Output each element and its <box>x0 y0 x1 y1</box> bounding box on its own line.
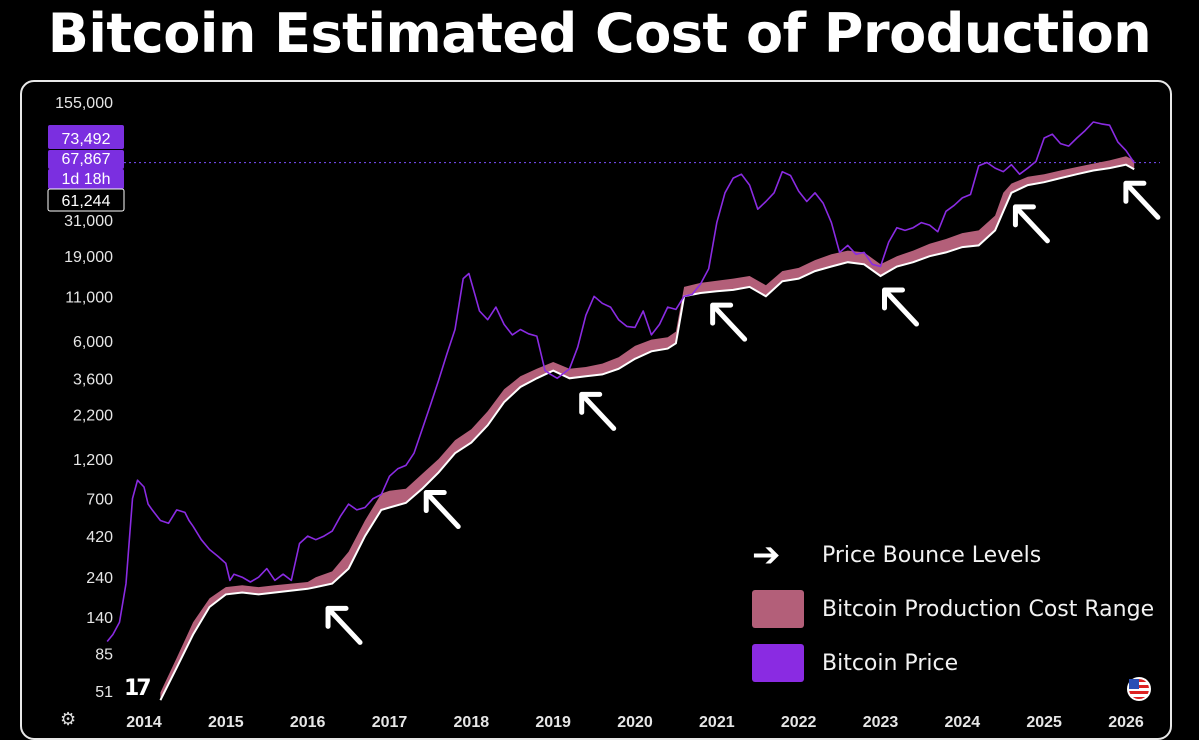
x-tick-label: 2018 <box>454 714 490 731</box>
price-label-box <box>48 169 124 189</box>
price-series <box>106 121 1135 643</box>
y-axis-ticks: 155,000 31,000 19,000 11,000 6,000 3,600 2,200… <box>55 95 113 701</box>
page-title: Bitcoin Estimated Cost of Production <box>47 2 1152 65</box>
arrow-up-left-icon <box>1123 180 1161 220</box>
arrow-right-icon: ➔ <box>752 535 781 575</box>
y-tick-label: 420 <box>86 529 113 546</box>
price-label-text: 73,492 <box>62 131 111 148</box>
x-tick-label: 2014 <box>126 714 162 731</box>
price-label-box <box>48 150 124 169</box>
arrow-up-left-icon <box>325 605 363 645</box>
legend-label: Bitcoin Production Cost Range <box>822 596 1155 622</box>
legend-item-price: Bitcoin Price <box>752 636 1154 690</box>
price-label-stack: 73,492 67,867 1d 18h 61,244 <box>47 125 125 212</box>
x-tick-label: 2023 <box>863 714 899 731</box>
x-tick-label: 2021 <box>699 714 735 731</box>
legend-label: Bitcoin Price <box>822 650 959 676</box>
y-tick-label: 240 <box>86 570 113 587</box>
cost-band-lower-edge <box>159 163 1135 701</box>
x-tick-label: 2022 <box>781 714 817 731</box>
y-tick-label: 155,000 <box>55 95 113 112</box>
y-tick-label: 3,600 <box>73 371 113 388</box>
x-tick-label: 2024 <box>945 714 981 731</box>
legend: ➔ Price Bounce Levels Bitcoin Production… <box>752 528 1154 690</box>
y-tick-label: 31,000 <box>64 213 113 230</box>
x-tick-label: 2019 <box>535 714 571 731</box>
y-tick-label: 2,200 <box>73 408 113 425</box>
x-tick-label: 2015 <box>208 714 244 731</box>
y-tick-label: 6,000 <box>73 334 113 351</box>
us-flag-icon[interactable] <box>1127 677 1151 701</box>
price-label-box <box>48 125 124 149</box>
price-label-text: 61,244 <box>62 193 111 210</box>
legend-item-band: Bitcoin Production Cost Range <box>752 582 1154 636</box>
y-tick-label: 51 <box>95 684 113 701</box>
tradingview-logo[interactable]: 17 <box>124 676 152 701</box>
arrow-up-left-icon <box>710 302 748 342</box>
x-tick-label: 2020 <box>617 714 653 731</box>
y-tick-label: 140 <box>86 610 113 627</box>
price-label-box <box>47 188 125 212</box>
settings-icon[interactable]: ⚙ <box>60 709 77 729</box>
price-swatch <box>752 644 804 682</box>
bounce-arrows <box>325 180 1161 645</box>
y-tick-label: 85 <box>95 646 113 663</box>
y-tick-label: 1,200 <box>73 452 113 469</box>
price-label-text: 1d 18h <box>62 171 111 188</box>
band-swatch <box>752 590 804 628</box>
x-tick-label: 2016 <box>290 714 326 731</box>
x-tick-label: 2026 <box>1108 714 1144 731</box>
x-axis-ticks: 2014 2015 2016 2017 2018 2019 2020 2021 2022 2023… <box>126 714 1144 731</box>
legend-item-bounce: ➔ Price Bounce Levels <box>752 528 1154 582</box>
y-tick-label: 19,000 <box>64 249 113 266</box>
price-label-text: 67,867 <box>62 151 111 168</box>
arrow-up-left-icon <box>423 490 461 530</box>
x-tick-label: 2025 <box>1026 714 1062 731</box>
arrow-up-left-icon <box>579 391 617 431</box>
y-tick-label: 700 <box>86 492 113 509</box>
production-cost-band <box>159 156 1135 701</box>
arrow-up-left-icon <box>882 287 919 327</box>
x-tick-label: 2017 <box>372 714 408 731</box>
price-line <box>106 121 1135 643</box>
legend-label: Price Bounce Levels <box>822 542 1042 568</box>
arrow-up-left-icon <box>1012 204 1050 244</box>
y-tick-label: 11,000 <box>65 289 113 306</box>
